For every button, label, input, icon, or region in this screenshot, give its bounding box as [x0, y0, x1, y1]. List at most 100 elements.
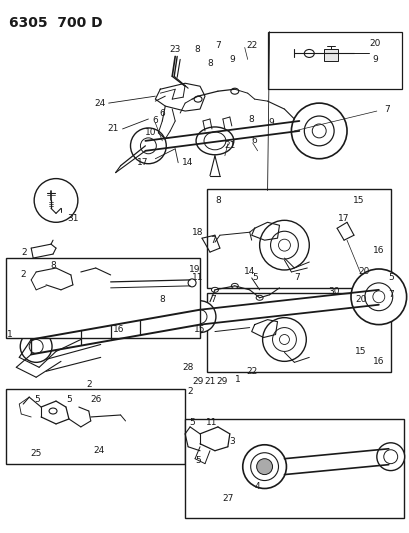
- Text: 18: 18: [192, 228, 203, 237]
- Text: 8: 8: [248, 115, 254, 124]
- Text: 20: 20: [368, 39, 380, 48]
- Text: 22: 22: [245, 41, 257, 50]
- Text: 5: 5: [195, 456, 200, 465]
- Text: 16: 16: [112, 325, 124, 334]
- Circle shape: [130, 128, 166, 164]
- Text: 2: 2: [187, 386, 193, 395]
- Text: 14: 14: [243, 268, 255, 277]
- Circle shape: [383, 450, 397, 464]
- Circle shape: [312, 124, 326, 138]
- Text: 4: 4: [254, 482, 260, 491]
- Text: 6305  700 D: 6305 700 D: [9, 15, 103, 30]
- Text: 11: 11: [192, 273, 203, 282]
- Text: 27: 27: [222, 494, 233, 503]
- Text: 19: 19: [189, 265, 200, 274]
- Text: 11: 11: [206, 418, 217, 427]
- Bar: [207, 189, 390, 288]
- Ellipse shape: [193, 96, 202, 102]
- Text: 5: 5: [34, 394, 40, 403]
- Text: 8: 8: [207, 59, 212, 68]
- Text: 7: 7: [214, 41, 220, 50]
- Circle shape: [140, 138, 156, 154]
- Text: 26: 26: [90, 394, 101, 403]
- Text: 24: 24: [94, 99, 106, 108]
- Text: 6: 6: [251, 136, 257, 146]
- Text: 1: 1: [234, 375, 240, 384]
- Text: 1: 1: [7, 330, 12, 339]
- Text: 5: 5: [189, 418, 195, 427]
- Text: 20: 20: [357, 268, 369, 277]
- Text: 10: 10: [144, 128, 156, 138]
- Text: 2: 2: [20, 270, 26, 279]
- Text: 5: 5: [251, 273, 257, 282]
- Circle shape: [372, 291, 384, 303]
- Circle shape: [242, 445, 286, 488]
- Ellipse shape: [49, 408, 57, 414]
- Circle shape: [250, 453, 278, 481]
- Text: 24: 24: [93, 446, 104, 455]
- Text: 15: 15: [352, 196, 364, 205]
- Text: 23: 23: [169, 45, 180, 54]
- Text: 7: 7: [209, 236, 215, 245]
- Text: 22: 22: [245, 367, 257, 376]
- Text: 16: 16: [372, 246, 384, 255]
- Bar: [7, 258, 200, 337]
- Text: 6: 6: [152, 117, 158, 125]
- Text: 9: 9: [268, 118, 274, 127]
- Text: 17: 17: [337, 214, 349, 223]
- Text: 25: 25: [30, 449, 42, 458]
- Text: 8: 8: [50, 261, 56, 270]
- Circle shape: [29, 340, 43, 353]
- Circle shape: [291, 103, 346, 159]
- Ellipse shape: [303, 50, 313, 58]
- Circle shape: [184, 301, 216, 333]
- Text: 29: 29: [216, 377, 227, 386]
- Text: 6: 6: [159, 109, 165, 118]
- Text: 3: 3: [228, 437, 234, 446]
- Circle shape: [262, 318, 306, 361]
- Text: 8: 8: [214, 196, 220, 205]
- Circle shape: [364, 283, 392, 311]
- Ellipse shape: [188, 279, 196, 287]
- Ellipse shape: [256, 295, 263, 300]
- Bar: [207, 293, 390, 372]
- Text: 9: 9: [228, 55, 234, 64]
- Circle shape: [34, 179, 78, 222]
- Text: 8: 8: [194, 45, 200, 54]
- Bar: [185, 419, 402, 518]
- Text: 7: 7: [383, 104, 389, 114]
- Text: 28: 28: [182, 363, 193, 372]
- Circle shape: [193, 310, 207, 324]
- Text: 29: 29: [192, 377, 203, 386]
- Text: 7: 7: [294, 273, 299, 282]
- Text: 14: 14: [182, 158, 193, 167]
- Text: 20: 20: [354, 295, 366, 304]
- Text: 15: 15: [194, 325, 205, 334]
- Text: 5: 5: [387, 273, 393, 282]
- Text: 21: 21: [224, 141, 235, 150]
- Text: 15: 15: [354, 347, 366, 356]
- Ellipse shape: [204, 132, 225, 150]
- Text: 17: 17: [137, 158, 148, 167]
- Text: 21: 21: [204, 377, 215, 386]
- Text: 7: 7: [387, 290, 393, 300]
- Bar: [324, 50, 337, 61]
- Circle shape: [279, 335, 289, 344]
- Text: 30: 30: [328, 287, 339, 296]
- Circle shape: [376, 443, 404, 471]
- Bar: [267, 31, 401, 89]
- Bar: [7, 389, 185, 464]
- Text: 5: 5: [66, 394, 72, 403]
- Text: 2: 2: [86, 379, 91, 389]
- Ellipse shape: [211, 287, 218, 292]
- Text: 8: 8: [159, 295, 165, 304]
- Text: 31: 31: [67, 214, 78, 223]
- Circle shape: [303, 116, 333, 146]
- Text: 16: 16: [372, 357, 384, 366]
- Circle shape: [20, 330, 52, 362]
- Text: 2: 2: [21, 248, 27, 256]
- Text: 7: 7: [209, 295, 215, 304]
- Circle shape: [259, 220, 308, 270]
- Circle shape: [270, 231, 298, 259]
- Circle shape: [256, 459, 272, 474]
